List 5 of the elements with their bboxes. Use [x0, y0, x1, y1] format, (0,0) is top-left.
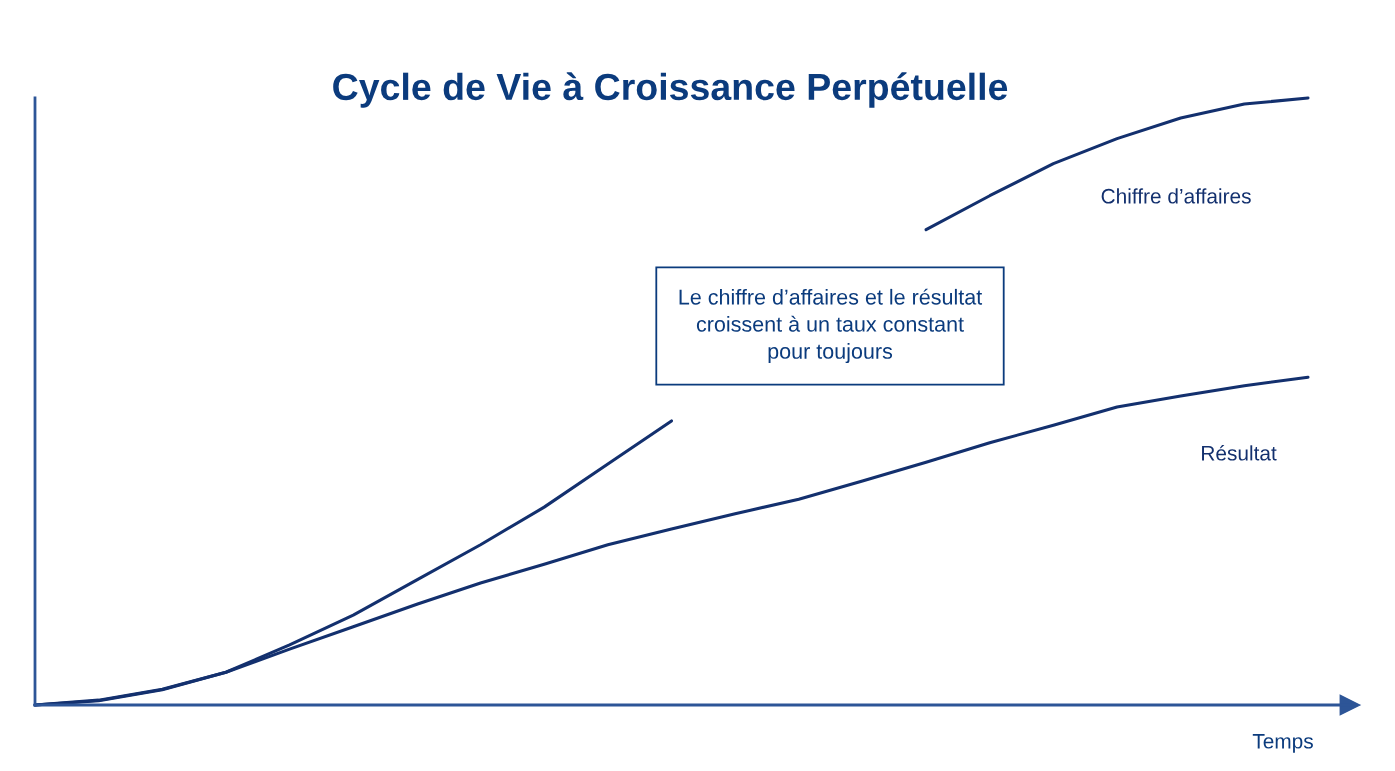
- chart-title: Cycle de Vie à Croissance Perpétuelle: [333, 72, 1008, 108]
- annotation: Le chiffre d’affaires et le résultat croissent à un taux constant pour toujours: [679, 288, 983, 364]
- series-label: Chiffre d’affaires: [1101, 188, 1251, 204]
- text: Résultat: [1202, 445, 1277, 461]
- x-axis-title: Temps: [1252, 734, 1313, 753]
